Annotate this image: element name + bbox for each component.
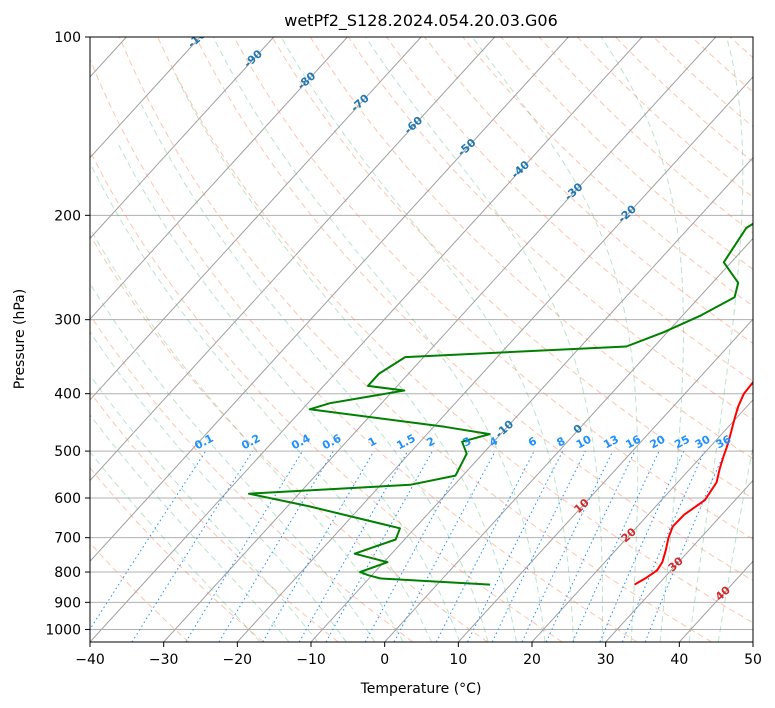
dry-adiabat [90, 234, 488, 642]
mixing-ratio-line [545, 450, 636, 642]
profile-traces [247, 222, 753, 586]
moist-adiabat [365, 37, 603, 642]
x-tick-label: −30 [149, 652, 179, 668]
x-tick-label: 0 [380, 652, 389, 668]
moist-adiabat [90, 374, 319, 642]
mixing-ratio-label: 25 [672, 433, 692, 452]
mixing-ratio-label: 36 [714, 433, 734, 452]
y-tick-label: 900 [54, 595, 81, 611]
temperature-profile-line [634, 380, 753, 586]
isotherm [310, 156, 753, 642]
mixing-ratio-label: 10 [574, 433, 594, 452]
x-tick-label: −20 [223, 652, 253, 668]
axis-ticks: −40 −30 −20 −10 0 10 20 30 40 50 100 200 300 400 500 60… [45, 30, 762, 668]
moist-adiabat [90, 451, 261, 642]
mixing-ratio-line [467, 450, 564, 642]
mixing-ratio-line [393, 450, 496, 642]
moist-adiabat [717, 444, 753, 642]
moist-adiabat [600, 37, 684, 642]
y-tick-label: 800 [54, 565, 81, 581]
x-tick-label: −10 [296, 652, 326, 668]
mixing-ratio-line [185, 450, 304, 642]
mixing-ratio-line [491, 450, 586, 642]
mixing-ratio-line [131, 450, 254, 642]
isotherm [90, 37, 348, 320]
isotherm [236, 76, 753, 642]
mixing-ratio-line [364, 450, 470, 642]
y-tick-label: 500 [54, 444, 81, 460]
isotherm [90, 37, 496, 482]
y-tick-label: 700 [54, 531, 81, 547]
moist-adiabat [471, 37, 639, 642]
y-tick-label: 400 [54, 387, 81, 403]
moist-adiabat [140, 104, 489, 642]
x-tick-label: −40 [75, 652, 105, 668]
dry-adiabat [309, 37, 753, 460]
dewpoint-profile-line [247, 222, 753, 586]
dry-adiabat [90, 149, 563, 642]
isotherm [457, 318, 753, 642]
dry-adiabat [195, 37, 753, 582]
y-axis-label: Pressure (hPa) [12, 289, 28, 389]
isotherm [531, 399, 753, 642]
moist-adiabat [174, 72, 517, 642]
y-tick-label: 300 [54, 313, 81, 329]
moist-adiabat [212, 37, 546, 642]
isotherm [90, 37, 643, 642]
mixing-ratio-line [90, 450, 207, 631]
x-tick-label: 40 [670, 652, 688, 668]
chart-title: wetPf2_S128.2024.054.20.03.G06 [284, 11, 558, 31]
moist-adiabat [116, 141, 461, 642]
isotherm [384, 237, 753, 642]
isotherm [605, 479, 753, 642]
isotherm [90, 37, 422, 401]
mixing-ratio-label: 16 [623, 433, 643, 452]
moist-adiabat [90, 282, 376, 642]
dry-adiabat [90, 58, 638, 642]
y-tick-label: 200 [54, 208, 81, 224]
dry-adiabat [157, 37, 753, 624]
x-tick-label: 30 [597, 652, 615, 668]
dry-adiabat [90, 542, 190, 642]
dry-adiabat [347, 37, 753, 421]
mixing-ratio-label: 20 [648, 433, 668, 452]
x-tick-label: 50 [744, 652, 762, 668]
isotherm [163, 37, 717, 642]
dry-adiabat [271, 37, 753, 500]
plot-frame [89, 36, 754, 643]
isotherm [90, 37, 275, 240]
dry-adiabat [90, 467, 264, 642]
x-tick-label: 10 [449, 652, 467, 668]
moist-adiabat [280, 37, 575, 642]
dry-adiabat [386, 37, 753, 382]
y-tick-label: 1000 [45, 622, 81, 638]
isotherm [90, 37, 201, 159]
isotherm [90, 37, 569, 563]
background-lines [90, 37, 753, 642]
moist-adiabat [90, 331, 347, 642]
y-tick-label: 100 [54, 30, 81, 46]
x-axis-label: Temperature (°C) [360, 681, 482, 697]
mixing-ratio-label: 13 [601, 433, 621, 452]
mixing-ratio-line [218, 450, 334, 642]
mixing-ratio-label: 30 [693, 433, 713, 452]
x-tick-label: 20 [523, 652, 541, 668]
y-tick-label: 600 [54, 491, 81, 507]
moist-adiabat [90, 165, 432, 642]
mixing-ratio-line [521, 450, 614, 642]
mixing-ratio-line [262, 450, 375, 642]
